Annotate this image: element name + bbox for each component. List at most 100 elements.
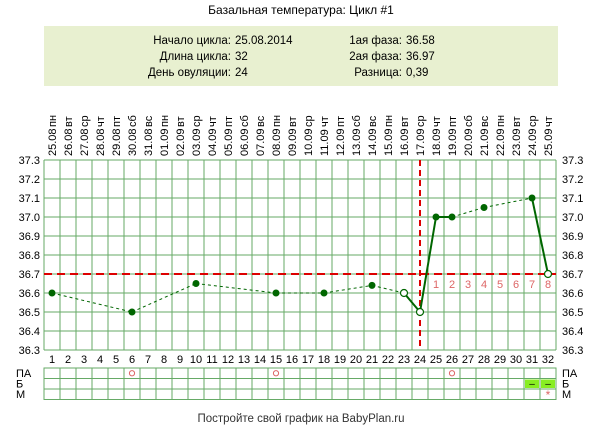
- legend-b-mark: –: [545, 379, 551, 390]
- x-tick-label-day: 4: [97, 354, 103, 366]
- x-date-label: 24.09: [527, 128, 539, 156]
- temperature-point: [432, 213, 440, 221]
- x-date-label: 07.09: [255, 128, 267, 156]
- x-tick-label-day: 21: [366, 354, 378, 366]
- y-tick-label-left: 36.4: [19, 326, 40, 338]
- x-weekday-label: пн: [159, 115, 171, 127]
- footer-link[interactable]: Постройте свой график на BabyPlan.ru: [197, 413, 405, 425]
- x-tick-label-day: 22: [382, 354, 394, 366]
- x-weekday-label: чт: [95, 116, 107, 127]
- x-weekday-label: пн: [383, 115, 395, 127]
- x-date-label: 23.09: [511, 128, 523, 156]
- cycle-start-label: Начало цикла:: [153, 35, 231, 47]
- x-tick-label-day: 26: [446, 354, 458, 366]
- x-date-label: 27.08: [79, 128, 91, 156]
- temperature-point-open: [543, 269, 553, 279]
- post-ovulation-count: 7: [529, 279, 535, 291]
- difference-value: 0,39: [406, 67, 429, 79]
- temperature-point: [320, 289, 328, 297]
- x-weekday-label: вт: [175, 116, 187, 127]
- x-weekday-label: чт: [319, 116, 331, 127]
- x-tick-label-day: 13: [238, 354, 250, 366]
- x-tick-label-day: 9: [177, 354, 183, 366]
- x-tick-label-day: 10: [190, 354, 202, 366]
- y-tick-label-left: 36.6: [19, 288, 40, 300]
- chart-title: Базальная температура: Цикл #1: [208, 3, 394, 17]
- x-tick-label-day: 24: [414, 354, 426, 366]
- x-date-label: 20.09: [463, 128, 475, 156]
- x-tick-label-day: 30: [510, 354, 522, 366]
- temperature-point: [272, 289, 280, 297]
- x-tick-label-day: 19: [334, 354, 346, 366]
- x-weekday-label: ср: [191, 115, 203, 127]
- x-weekday-label: вт: [63, 116, 75, 127]
- y-tick-label-right: 36.7: [562, 269, 583, 281]
- y-tick-label-right: 36.8: [562, 250, 583, 262]
- x-weekday-label: вт: [511, 116, 523, 127]
- temperature-line-segment: [451, 207, 485, 218]
- x-tick-label-day: 12: [222, 354, 234, 366]
- x-tick-label-day: 27: [462, 354, 474, 366]
- x-tick-label-day: 23: [398, 354, 410, 366]
- x-date-label: 25.08: [47, 128, 59, 156]
- x-weekday-label: сб: [351, 115, 363, 127]
- y-tick-label-right: 37.1: [562, 193, 583, 205]
- cycle-info-panel: Начало цикла: 25.08.2014 Длина цикла: 32…: [44, 26, 558, 86]
- phase2-value: 36.97: [406, 51, 435, 63]
- cycle-start-value: 25.08.2014: [235, 35, 293, 47]
- x-weekday-label: вс: [255, 115, 267, 127]
- x-tick-label-day: 2: [65, 354, 71, 366]
- x-tick-label-day: 16: [286, 354, 298, 366]
- x-weekday-label: пт: [223, 116, 235, 127]
- x-weekday-label: ср: [79, 115, 91, 127]
- y-tick-label-left: 37.0: [19, 212, 40, 224]
- temperature-line-segment: [195, 283, 277, 294]
- x-date-label: 04.09: [207, 128, 219, 156]
- x-weekday-label: пн: [47, 115, 59, 127]
- x-date-label: 22.09: [495, 128, 507, 156]
- x-date-label: 19.09: [447, 128, 459, 156]
- x-weekday-label: пт: [335, 116, 347, 127]
- y-tick-label-right: 37.3: [562, 155, 583, 167]
- temperature-point-open: [399, 288, 409, 298]
- temperature-point: [368, 281, 376, 289]
- x-date-label: 21.09: [479, 128, 491, 156]
- y-tick-label-left: 36.3: [19, 345, 40, 357]
- x-weekday-label: пт: [447, 116, 459, 127]
- x-weekday-label: ср: [303, 115, 315, 127]
- legend-row-label-left: М: [16, 389, 25, 401]
- y-tick-label-left: 37.2: [19, 174, 40, 186]
- x-tick-label-day: 6: [129, 354, 135, 366]
- x-weekday-label: пн: [495, 115, 507, 127]
- x-date-label: 17.09: [415, 128, 427, 156]
- x-tick-label-day: 17: [302, 354, 314, 366]
- x-tick-label-day: 28: [478, 354, 490, 366]
- x-date-label: 10.09: [303, 128, 315, 156]
- x-date-label: 09.09: [287, 128, 299, 156]
- post-ovulation-count: 1: [433, 279, 439, 291]
- legend-pa-circle: [128, 370, 136, 377]
- post-ovulation-count: 6: [513, 279, 519, 291]
- post-ovulation-count: 4: [481, 279, 487, 291]
- temperature-line-segment: [51, 292, 133, 313]
- temperature-point: [192, 280, 200, 287]
- x-date-label: 18.09: [431, 128, 443, 156]
- x-tick-label-day: 18: [318, 354, 330, 366]
- x-tick-label-day: 15: [270, 354, 282, 366]
- temperature-point-open: [415, 307, 425, 317]
- x-date-label: 08.09: [271, 128, 283, 156]
- x-date-label: 26.08: [63, 128, 75, 156]
- x-weekday-label: вс: [479, 115, 491, 127]
- x-date-label: 01.09: [159, 128, 171, 156]
- ovulation-day-value: 24: [235, 67, 248, 79]
- x-weekday-label: чт: [543, 116, 555, 127]
- x-tick-label-day: 8: [161, 354, 167, 366]
- x-date-label: 06.09: [239, 128, 251, 156]
- y-tick-label-right: 36.9: [562, 231, 583, 243]
- x-weekday-label: вс: [367, 115, 379, 127]
- x-tick-label-day: 20: [350, 354, 362, 366]
- legend-row-label-left: Б: [16, 379, 23, 391]
- legend-cell-filled: [525, 379, 539, 388]
- x-weekday-label: пт: [111, 116, 123, 127]
